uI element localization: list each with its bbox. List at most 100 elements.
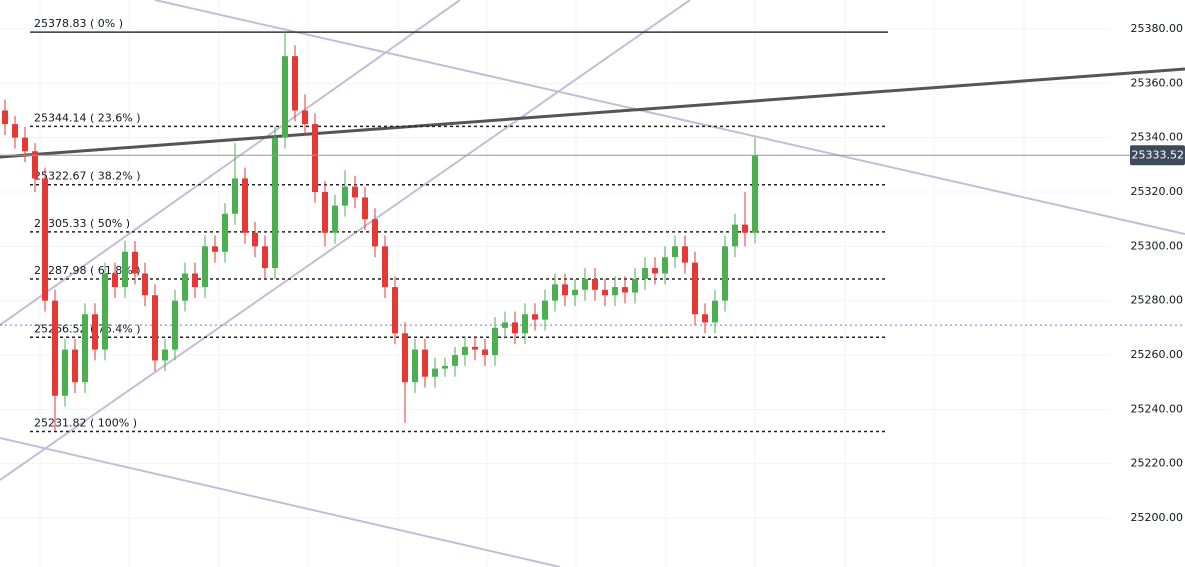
candle-body <box>722 246 728 301</box>
candle-body <box>2 110 8 125</box>
candle-body <box>62 349 68 396</box>
candle-body <box>412 349 418 383</box>
candle-body <box>342 186 348 206</box>
y-tick-label: 25360.00 <box>1131 76 1184 89</box>
candle-body <box>112 273 118 288</box>
vertical-grid <box>39 0 1025 567</box>
fib-label: 25378.83 ( 0% ) <box>34 17 123 30</box>
candle-body <box>102 273 108 350</box>
candle-body <box>332 205 338 233</box>
candle-body <box>182 273 188 301</box>
candle-body <box>562 284 568 296</box>
candle-body <box>612 287 618 296</box>
candle-body <box>272 137 278 269</box>
candle-body <box>312 124 318 192</box>
candle-body <box>662 257 668 274</box>
candle-body <box>692 262 698 315</box>
fib-label: 25305.33 ( 50% ) <box>34 217 130 230</box>
candle-body <box>462 346 468 355</box>
candle-body <box>552 284 558 301</box>
candle-body <box>752 155 758 233</box>
candle-body <box>452 355 458 366</box>
candle-body <box>82 314 88 383</box>
candle-body <box>222 213 228 252</box>
candle-body <box>12 124 18 138</box>
candle-body <box>122 251 128 288</box>
candle-body <box>592 278 598 290</box>
last-price-label: 25333.52 <box>1132 148 1185 161</box>
trend-line <box>154 0 1185 235</box>
y-tick-label: 25340.00 <box>1131 131 1184 144</box>
candle-body <box>52 300 58 396</box>
candle-body <box>432 368 438 377</box>
trend-line <box>0 67 1185 159</box>
candle-body <box>42 178 48 301</box>
candle-body <box>302 110 308 125</box>
candle-body <box>252 232 258 247</box>
candle-body <box>652 268 658 274</box>
fib-label: 25322.67 ( 38.2% ) <box>34 170 141 183</box>
candle-body <box>32 151 38 179</box>
candle-body <box>542 300 548 320</box>
candle-body <box>482 349 488 355</box>
candle-body <box>602 289 608 296</box>
candle-body <box>352 186 358 198</box>
candle-body <box>22 137 28 152</box>
candle-body <box>492 327 498 355</box>
candle-body <box>702 314 708 323</box>
candle-body <box>582 278 588 290</box>
y-tick-label: 25240.00 <box>1131 402 1184 415</box>
y-tick-label: 25260.00 <box>1131 348 1184 361</box>
candle-body <box>262 246 268 269</box>
candle-body <box>382 246 388 288</box>
fib-label: 25344.14 ( 23.6% ) <box>34 111 141 124</box>
candle-body <box>392 287 398 334</box>
y-tick-label: 25280.00 <box>1131 294 1184 307</box>
candle-body <box>472 346 478 350</box>
candle-body <box>402 333 408 383</box>
candle-body <box>232 178 238 214</box>
fib-label: 25231.82 ( 100% ) <box>34 417 137 430</box>
candle-body <box>92 314 98 350</box>
candle-body <box>442 365 448 369</box>
candle-body <box>632 278 638 293</box>
candle-body <box>532 314 538 320</box>
candle-body <box>372 219 378 247</box>
trend-line <box>0 0 461 326</box>
candle-body <box>152 295 158 361</box>
candle-body <box>192 273 198 288</box>
y-tick-label: 25380.00 <box>1131 22 1184 35</box>
candle-body <box>622 287 628 293</box>
candle-body <box>242 178 248 233</box>
y-tick-label: 25200.00 <box>1131 511 1184 524</box>
candle-body <box>132 251 138 274</box>
candle-body <box>712 300 718 323</box>
candle-body <box>522 314 528 334</box>
candle-body <box>422 349 428 377</box>
candle-body <box>72 349 78 383</box>
candle-body <box>202 246 208 288</box>
y-tick-label: 25220.00 <box>1131 457 1184 470</box>
candle-body <box>502 322 508 328</box>
trend-line <box>0 0 691 481</box>
candle-body <box>682 246 688 263</box>
y-tick-label: 25320.00 <box>1131 185 1184 198</box>
candle-body <box>282 56 288 138</box>
candle-body <box>212 246 218 252</box>
last-price-tag <box>1130 145 1185 166</box>
candle-body <box>672 246 678 258</box>
candle-body <box>322 192 328 233</box>
candle-body <box>162 349 168 361</box>
candle-body <box>362 197 368 220</box>
trend-line <box>0 437 561 567</box>
candle-body <box>172 300 178 350</box>
candle-body <box>642 268 648 279</box>
candle-body <box>572 289 578 296</box>
candle-body <box>742 224 748 233</box>
candle-body <box>512 322 518 334</box>
candle-body <box>292 56 298 111</box>
candle-body <box>142 273 148 296</box>
candle-body <box>732 224 738 247</box>
